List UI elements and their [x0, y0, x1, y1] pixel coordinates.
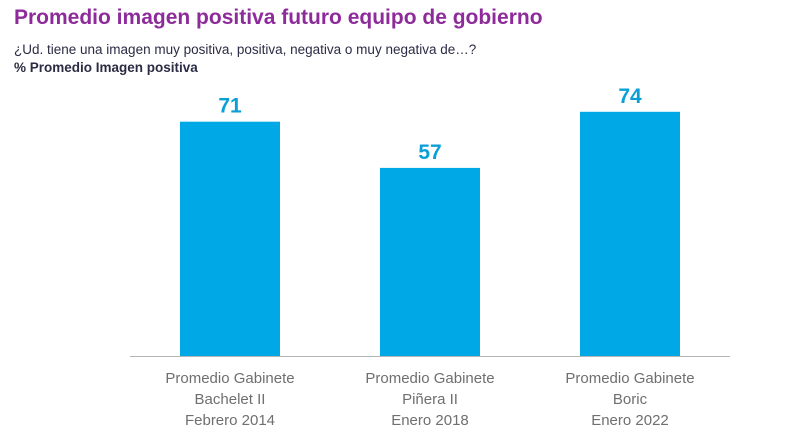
category-label-line: Enero 2018 — [391, 412, 469, 429]
bar — [580, 111, 680, 356]
chart-title: Promedio imagen positiva futuro equipo d… — [14, 6, 543, 29]
category-label-line: Promedio Gabinete — [365, 370, 494, 387]
category-label-line: Febrero 2014 — [185, 412, 275, 429]
category-label: Promedio Gabinete Bachelet II Febrero 2014 — [165, 370, 294, 429]
data-label: 74 — [618, 85, 642, 108]
category-label-line: Bachelet II — [195, 391, 266, 408]
measure-label: % Promedio Imagen positiva — [14, 60, 198, 75]
category-label: Promedio Gabinete Boric Enero 2022 — [565, 370, 694, 429]
bar — [380, 167, 480, 356]
data-label: 57 — [418, 141, 441, 164]
data-label: 71 — [218, 95, 242, 118]
category-label-line: Boric — [613, 391, 648, 408]
chart-subtitle: ¿Ud. tiene una imagen muy positiva, posi… — [14, 42, 477, 57]
bar — [180, 121, 280, 356]
category-label-line: Promedio Gabinete — [165, 370, 294, 387]
category-label-line: Enero 2022 — [591, 412, 669, 429]
category-label-line: Promedio Gabinete — [565, 370, 694, 387]
category-label-line: Piñera II — [402, 391, 458, 408]
category-label: Promedio Gabinete Piñera II Enero 2018 — [365, 370, 494, 429]
